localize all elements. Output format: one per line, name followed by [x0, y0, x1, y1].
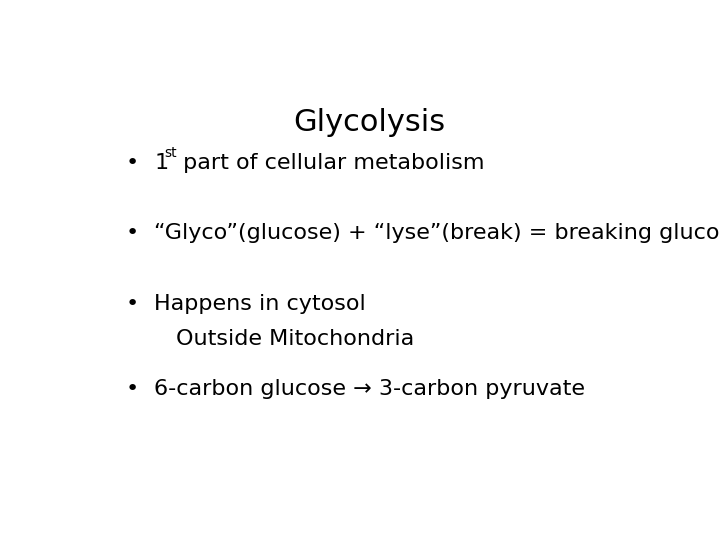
Text: st: st: [164, 146, 177, 160]
Text: •: •: [125, 152, 138, 172]
Text: Outside Mitochondria: Outside Mitochondria: [176, 329, 415, 349]
Text: 6-carbon glucose → 3-carbon pyruvate: 6-carbon glucose → 3-carbon pyruvate: [154, 379, 585, 399]
Text: Happens in cytosol: Happens in cytosol: [154, 294, 366, 314]
Text: 1: 1: [154, 152, 168, 172]
Text: •: •: [125, 223, 138, 243]
Text: part of cellular metabolism: part of cellular metabolism: [176, 152, 485, 172]
Text: •: •: [125, 294, 138, 314]
Text: “Glyco”(glucose) + “lyse”(break) = breaking glucose: “Glyco”(glucose) + “lyse”(break) = break…: [154, 223, 720, 243]
Text: Glycolysis: Glycolysis: [293, 109, 445, 138]
Text: •: •: [125, 379, 138, 399]
